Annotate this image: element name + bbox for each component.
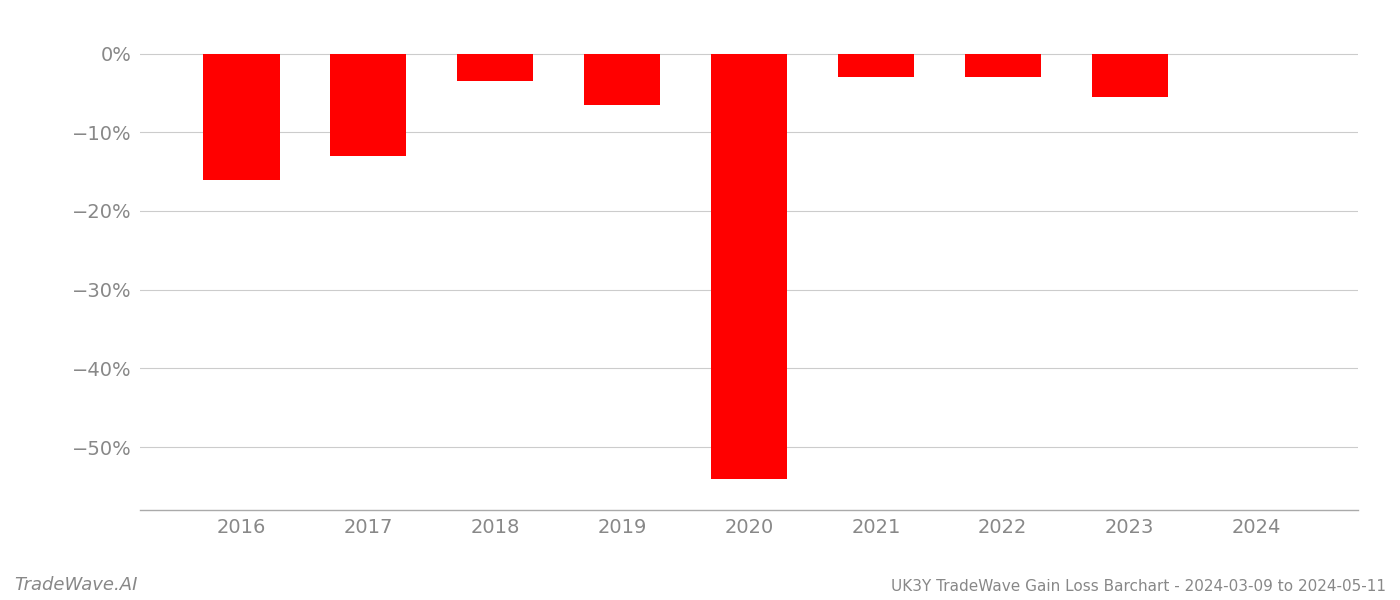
Bar bbox=[965, 53, 1040, 77]
Text: UK3Y TradeWave Gain Loss Barchart - 2024-03-09 to 2024-05-11: UK3Y TradeWave Gain Loss Barchart - 2024… bbox=[890, 579, 1386, 594]
Bar bbox=[711, 53, 787, 479]
Bar bbox=[458, 53, 533, 81]
Bar bbox=[837, 53, 914, 77]
Text: TradeWave.AI: TradeWave.AI bbox=[14, 576, 137, 594]
Bar bbox=[584, 53, 661, 105]
Bar bbox=[203, 53, 280, 179]
Bar bbox=[1092, 53, 1168, 97]
Bar bbox=[330, 53, 406, 156]
